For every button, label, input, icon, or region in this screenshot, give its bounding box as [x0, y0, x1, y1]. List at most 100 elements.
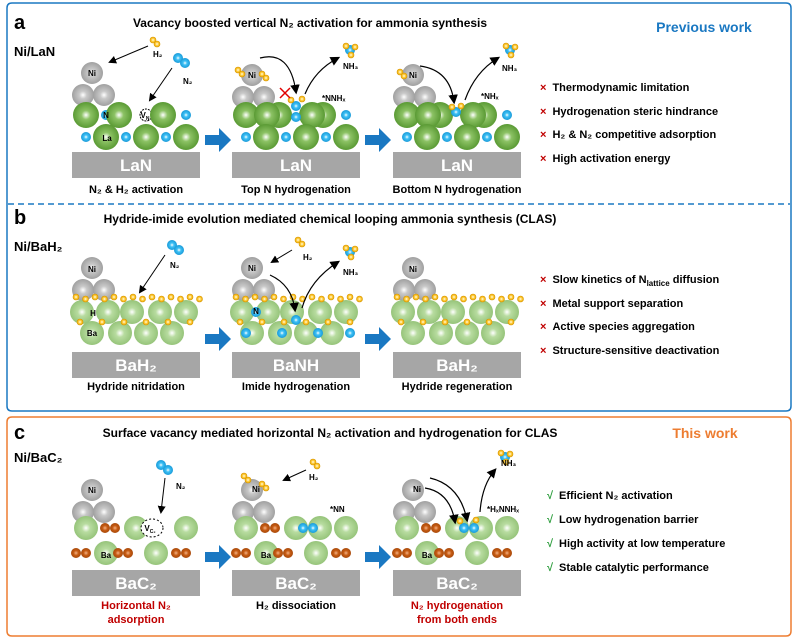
ba-atom: [174, 300, 198, 324]
svg-text:Bottom N hydrogenation: Bottom N hydrogenation: [393, 184, 522, 196]
ni-atom: [253, 501, 275, 523]
svg-text:×Slow kinetics of Nlattice dif: × Slow kinetics of Nlattice diffusion: [540, 274, 719, 288]
ba-atom: [455, 321, 479, 345]
n-atom: [180, 58, 190, 68]
svg-text:NH₃: NH₃: [502, 64, 518, 73]
svg-text:VC₂: VC₂: [144, 524, 155, 535]
ni-atom: [93, 501, 115, 523]
ni-atom: [414, 501, 436, 523]
svg-text:√Low hydrogenation barrier: √ Low hydrogenation barrier: [547, 514, 699, 526]
c-atom: [231, 548, 241, 558]
reaction-arrow-icon: [419, 65, 458, 105]
panel-c-frame: [6, 416, 792, 637]
h-atom: [280, 318, 288, 326]
svg-text:*NHₓ: *NHₓ: [481, 92, 499, 101]
h-atom: [72, 293, 80, 301]
n-atom: [156, 460, 166, 470]
h-atom: [422, 295, 429, 303]
h-atom: [142, 318, 150, 326]
n-atom: [241, 132, 251, 142]
h-atom: [479, 295, 486, 303]
h-atom: [167, 293, 175, 301]
ba-atom: [334, 516, 358, 540]
h-atom: [270, 293, 278, 301]
panel-a-letter: a: [14, 12, 26, 34]
c-atom: [331, 548, 341, 558]
h-atom: [517, 295, 524, 303]
svg-text:LaN: LaN: [120, 156, 152, 175]
svg-text:VN: VN: [141, 111, 150, 122]
h-atom: [101, 295, 108, 303]
h-atom: [337, 295, 344, 303]
svg-text:from both ends: from both ends: [417, 614, 497, 626]
ba-atom: [70, 300, 94, 324]
ba-atom: [148, 300, 172, 324]
h-atom: [498, 295, 505, 303]
ba-atom: [401, 321, 425, 345]
support-slab: [393, 152, 521, 178]
ni-atom: [81, 479, 103, 501]
ba-atom: [230, 300, 254, 324]
svg-text:H₂: H₂: [309, 473, 319, 482]
ni-atom: [402, 257, 424, 279]
support-slab: [232, 570, 360, 596]
h-atom: [261, 295, 268, 303]
c-atom: [181, 548, 191, 558]
svg-text:Ni: Ni: [248, 71, 256, 80]
ba-atom: [395, 516, 419, 540]
h-atom: [347, 253, 355, 261]
h-atom: [280, 295, 287, 303]
ba-atom: [415, 541, 439, 565]
panel-c-title: Surface vacancy mediated horizontal N₂ a…: [103, 426, 558, 440]
la-atom: [254, 102, 280, 128]
h-atom: [186, 318, 194, 326]
svg-text:BaC₂: BaC₂: [275, 574, 317, 593]
h-atom: [460, 295, 467, 303]
ba-atom: [320, 321, 344, 345]
h-atom: [327, 293, 335, 301]
svg-text:Ni: Ni: [413, 485, 421, 494]
support-slab: [72, 152, 200, 178]
svg-text:*NNHₓ: *NNHₓ: [322, 94, 345, 103]
c-atom: [502, 548, 512, 558]
ba-atom: [94, 541, 118, 565]
svg-text:BaC₂: BaC₂: [115, 574, 157, 593]
panel-ab-frame: [6, 2, 792, 412]
n-atom: [308, 523, 318, 533]
h-atom: [298, 240, 306, 248]
reaction-arrow-icon: [429, 477, 471, 523]
h-atom: [91, 293, 99, 301]
h-atom: [396, 68, 404, 76]
panel-a-tag: Previous work: [656, 19, 752, 35]
n-atom: [81, 132, 91, 142]
h-atom: [347, 51, 355, 59]
n-atom: [345, 328, 355, 338]
reaction-arrow-icon: [157, 477, 166, 514]
svg-text:Ni: Ni: [88, 69, 96, 78]
h-atom: [502, 42, 510, 50]
svg-text:*NN: *NN: [330, 505, 345, 514]
c-atom: [392, 548, 402, 558]
h-atom: [441, 295, 448, 303]
blocked-icon: [279, 87, 291, 99]
ni-atom: [414, 279, 436, 301]
ni-atom: [241, 64, 263, 86]
h-atom: [342, 244, 350, 252]
n-atom: [341, 110, 351, 120]
la-atom: [454, 124, 480, 150]
h-atom: [236, 318, 244, 326]
ba-atom: [124, 516, 148, 540]
svg-text:Top N hydrogenation: Top N hydrogenation: [241, 184, 351, 196]
la-atom: [299, 102, 325, 128]
ba-atom: [495, 516, 519, 540]
h-atom: [469, 293, 477, 301]
c-atom: [123, 548, 133, 558]
c-atom: [100, 523, 110, 533]
reaction-arrow-icon: [148, 67, 173, 102]
h-atom: [342, 42, 350, 50]
c-atom: [260, 523, 270, 533]
h-atom: [356, 295, 363, 303]
svg-text:Ba: Ba: [101, 551, 112, 560]
support-slab: [393, 570, 521, 596]
c-atom: [171, 548, 181, 558]
